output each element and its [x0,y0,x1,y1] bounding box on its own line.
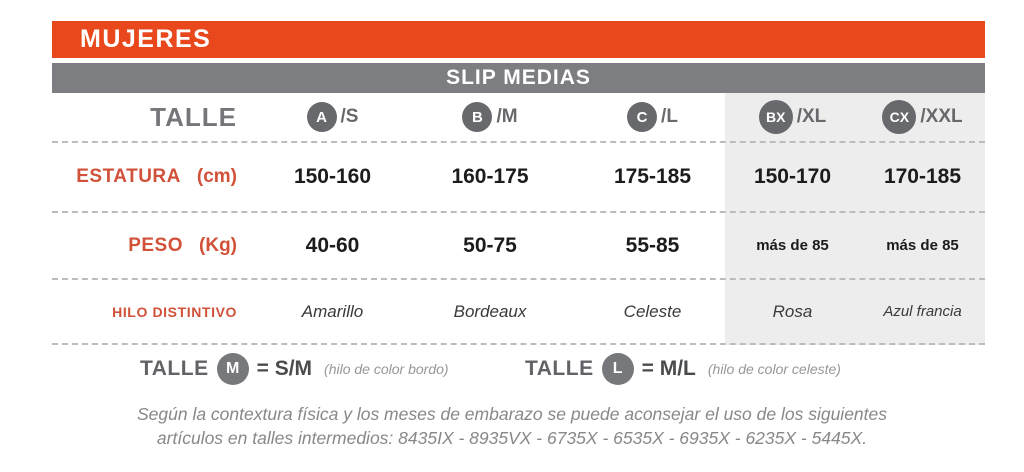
estatura-value-c: 175-185 [613,165,692,188]
estatura-value-bx: 150-170 [753,165,832,188]
peso-value-c: 55-85 [625,233,680,257]
hilo-value-cx: Azul francia [883,303,962,320]
size-note-m-detail: (hilo de color bordo) [324,361,449,377]
peso-value-bx: más de 85 [756,237,829,254]
hilo-label-cell: HILO DISTINTIVO [52,304,265,320]
size-circle-cx: CX [882,100,917,134]
estatura-value-cx: 170-185 [883,165,962,188]
size-suffix-a: /S [340,106,359,127]
corner-cell: TALLE [52,102,265,133]
peso-label-cell: PESO (Kg) [52,235,265,257]
size-circle-bx: BX [758,100,793,134]
size-note-m-prefix: TALLE [140,357,209,380]
estatura-label: ESTATURA [76,166,181,187]
size-header-bx: BX /XL [725,100,860,134]
size-note-m-circle: M [216,353,249,385]
footnote-line-2: artículos en talles intermedios: 8435IX … [156,427,868,448]
size-header-b: B /M [400,102,580,132]
hilo-value-b: Bordeaux [453,301,527,321]
size-note-l-prefix: TALLE [525,357,594,380]
product-title: SLIP MEDIAS [446,66,591,89]
size-chart-sheet: MUJERES SLIP MEDIAS TALLE A /S B /M [52,21,985,393]
table-row-estatura: ESTATURA (cm) 150-160 160-175 175-185 15… [52,143,985,213]
peso-value-a: 40-60 [305,233,360,257]
size-note-l: TALLE L = M/L (hilo de color celeste) [525,345,841,393]
size-note-l-equals: = M/L [641,357,696,380]
corner-label: TALLE [150,101,237,132]
section-title-bar: MUJERES [52,21,985,58]
size-notes-row: TALLE M = S/M (hilo de color bordo) TALL… [52,345,985,393]
section-title: MUJERES [80,25,212,53]
size-note-m: TALLE M = S/M (hilo de color bordo) [140,345,449,393]
estatura-label-cell: ESTATURA (cm) [52,166,265,188]
size-circle-c: C [627,102,658,132]
estatura-unit: (cm) [196,166,237,187]
estatura-value-b: 160-175 [451,165,529,188]
hilo-label: HILO DISTINTIVO [112,303,237,320]
peso-value-cx: más de 85 [886,237,959,254]
estatura-value-a: 150-160 [293,165,372,188]
size-note-m-equals: = S/M [256,357,313,380]
product-title-bar: SLIP MEDIAS [52,63,985,93]
size-suffix-c: /L [661,106,678,127]
peso-value-b: 50-75 [463,233,517,257]
hilo-value-bx: Rosa [772,301,813,321]
table-row-hilo: HILO DISTINTIVO Amarillo Bordeaux Celest… [52,280,985,345]
hilo-value-a: Amarillo [301,301,364,321]
size-circle-b: B [462,102,493,132]
pregnancy-footnote: Según la contextura física y los meses d… [0,403,1024,450]
hilo-value-c: Celeste [623,301,682,321]
size-header-a: A /S [265,102,400,132]
peso-label: PESO [128,234,184,256]
size-suffix-b: /M [496,106,518,127]
table-row-peso: PESO (Kg) 40-60 50-75 55-85 más de 85 má… [52,213,985,280]
xl-columns-highlight [725,93,985,345]
size-header-cx: CX /XXL [860,100,985,134]
table-header-row: TALLE A /S B /M C /L BX /XL [52,93,985,143]
size-header-c: C /L [580,102,725,132]
size-circle-a: A [306,102,337,132]
size-table: TALLE A /S B /M C /L BX /XL [52,93,985,393]
size-note-l-circle: L [601,353,634,385]
size-note-l-detail: (hilo de color celeste) [707,361,841,377]
size-suffix-bx: /XL [796,106,827,127]
size-suffix-cx: /XXL [920,106,963,127]
footnote-line-1: Según la contextura física y los meses d… [136,404,888,424]
peso-unit: (Kg) [199,234,237,256]
